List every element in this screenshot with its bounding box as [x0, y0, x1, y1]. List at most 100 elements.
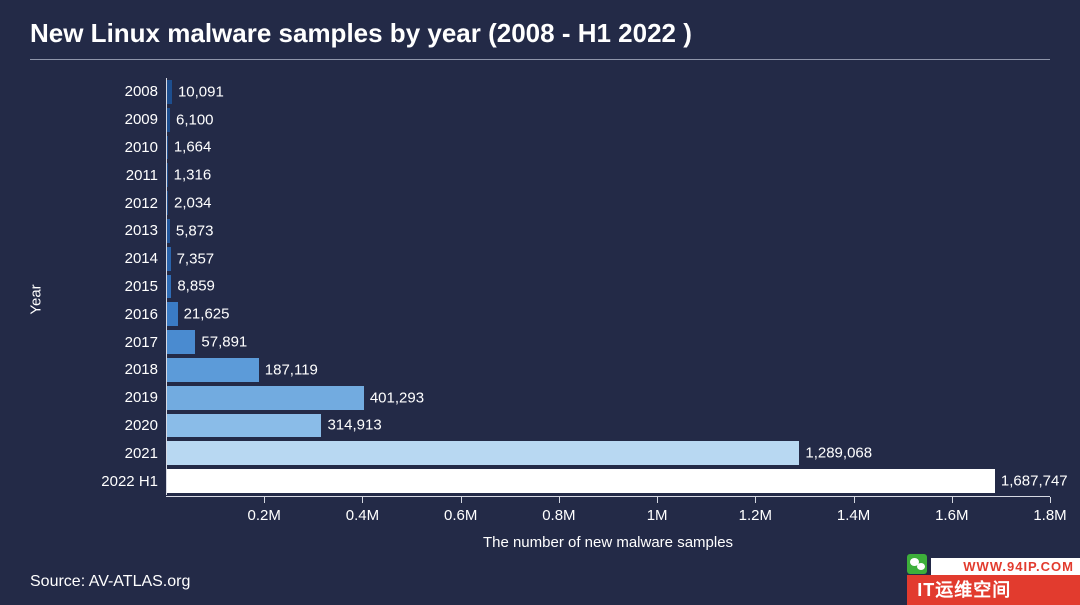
bar: 1,289,068	[167, 441, 799, 465]
bar: 5,873	[167, 219, 170, 243]
bar: 10,091	[167, 80, 172, 104]
value-label: 1,289,068	[799, 445, 872, 462]
x-tick	[1050, 497, 1051, 503]
wechat-icon	[907, 554, 927, 574]
bar-row: 20096,100	[84, 106, 1050, 134]
bar-row: 20147,357	[84, 245, 1050, 273]
bar-cell: 10,091	[166, 78, 1050, 106]
bar-cell: 6,100	[166, 106, 1050, 134]
value-label: 1,316	[168, 167, 212, 184]
bar-cell: 1,316	[166, 161, 1050, 189]
x-tick-label: 1.2M	[739, 507, 772, 524]
bar: 1,316	[167, 163, 168, 187]
bar-cell: 401,293	[166, 384, 1050, 412]
bar-cell: 2,034	[166, 189, 1050, 217]
value-label: 1,664	[168, 139, 212, 156]
bar-cell: 8,859	[166, 273, 1050, 301]
bar: 57,891	[167, 330, 195, 354]
x-tick-label: 0.8M	[542, 507, 575, 524]
bar-row: 2018187,119	[84, 356, 1050, 384]
bar-cell: 21,625	[166, 300, 1050, 328]
plot-area: 200810,09120096,10020101,66420111,316201…	[84, 78, 1050, 496]
watermark: WWW.94IP.COM IT运维空间	[907, 554, 1080, 605]
bar-row: 200810,091	[84, 78, 1050, 106]
bar-cell: 1,664	[166, 134, 1050, 162]
bar-row: 20101,664	[84, 134, 1050, 162]
value-label: 6,100	[170, 111, 214, 128]
bar: 6,100	[167, 108, 170, 132]
bar: 8,859	[167, 275, 171, 299]
value-label: 57,891	[195, 334, 247, 351]
value-label: 21,625	[178, 306, 230, 323]
value-label: 7,357	[171, 250, 215, 267]
bar-cell: 1,289,068	[166, 439, 1050, 467]
page: New Linux malware samples by year (2008 …	[0, 0, 1080, 605]
x-tick-label: 1.6M	[935, 507, 968, 524]
category-label: 2022 H1	[84, 473, 166, 490]
bar-cell: 314,913	[166, 412, 1050, 440]
bar-row: 201757,891	[84, 328, 1050, 356]
category-label: 2010	[84, 139, 166, 156]
category-label: 2012	[84, 195, 166, 212]
bar: 187,119	[167, 358, 259, 382]
value-label: 8,859	[171, 278, 215, 295]
category-label: 2009	[84, 111, 166, 128]
value-label: 187,119	[259, 361, 318, 378]
category-label: 2017	[84, 334, 166, 351]
x-tick	[559, 497, 560, 503]
value-label: 10,091	[172, 83, 224, 100]
bar: 21,625	[167, 302, 178, 326]
watermark-url: WWW.94IP.COM	[931, 558, 1080, 575]
bar-cell: 5,873	[166, 217, 1050, 245]
bar: 2,034	[167, 191, 168, 215]
bar-row: 20158,859	[84, 273, 1050, 301]
x-tick	[755, 497, 756, 503]
x-tick	[362, 497, 363, 503]
category-label: 2008	[84, 83, 166, 100]
x-tick-label: 1M	[647, 507, 668, 524]
category-label: 2018	[84, 361, 166, 378]
x-axis: 0.2M0.4M0.6M0.8M1M1.2M1.4M1.6M1.8M	[166, 496, 1050, 538]
bar: 1,687,747	[167, 469, 995, 493]
title-divider	[30, 59, 1050, 60]
value-label: 1,687,747	[995, 473, 1068, 490]
watermark-brand: IT运维空间	[907, 575, 1080, 605]
bar: 401,293	[167, 386, 364, 410]
bar: 314,913	[167, 414, 321, 438]
category-label: 2013	[84, 222, 166, 239]
y-axis-label: Year	[28, 284, 45, 314]
bar: 1,664	[167, 136, 168, 160]
category-label: 2016	[84, 306, 166, 323]
x-tick	[264, 497, 265, 503]
x-tick	[854, 497, 855, 503]
bar-cell: 187,119	[166, 356, 1050, 384]
category-label: 2020	[84, 417, 166, 434]
bar: 7,357	[167, 247, 171, 271]
category-label: 2019	[84, 389, 166, 406]
chart-title: New Linux malware samples by year (2008 …	[30, 18, 1050, 49]
x-tick-label: 0.2M	[248, 507, 281, 524]
source-attribution: Source: AV-ATLAS.org	[30, 573, 190, 591]
value-label: 314,913	[321, 417, 381, 434]
x-tick-label: 0.6M	[444, 507, 477, 524]
bar-cell: 7,357	[166, 245, 1050, 273]
bar-row: 20111,316	[84, 161, 1050, 189]
x-tick-label: 1.8M	[1033, 507, 1066, 524]
x-tick	[657, 497, 658, 503]
x-tick-label: 1.4M	[837, 507, 870, 524]
bar-row: 2019401,293	[84, 384, 1050, 412]
x-tick-label: 0.4M	[346, 507, 379, 524]
bar-row: 20122,034	[84, 189, 1050, 217]
chart: Year 200810,09120096,10020101,66420111,3…	[30, 78, 1050, 538]
bar-row: 20135,873	[84, 217, 1050, 245]
bar-row: 2022 H11,687,747	[84, 467, 1050, 495]
value-label: 401,293	[364, 389, 424, 406]
bar-cell: 1,687,747	[166, 467, 1050, 495]
category-label: 2011	[84, 167, 166, 184]
bar-row: 20211,289,068	[84, 439, 1050, 467]
bar-row: 2020314,913	[84, 412, 1050, 440]
value-label: 5,873	[170, 222, 214, 239]
bar-row: 201621,625	[84, 300, 1050, 328]
x-tick	[461, 497, 462, 503]
bar-cell: 57,891	[166, 328, 1050, 356]
